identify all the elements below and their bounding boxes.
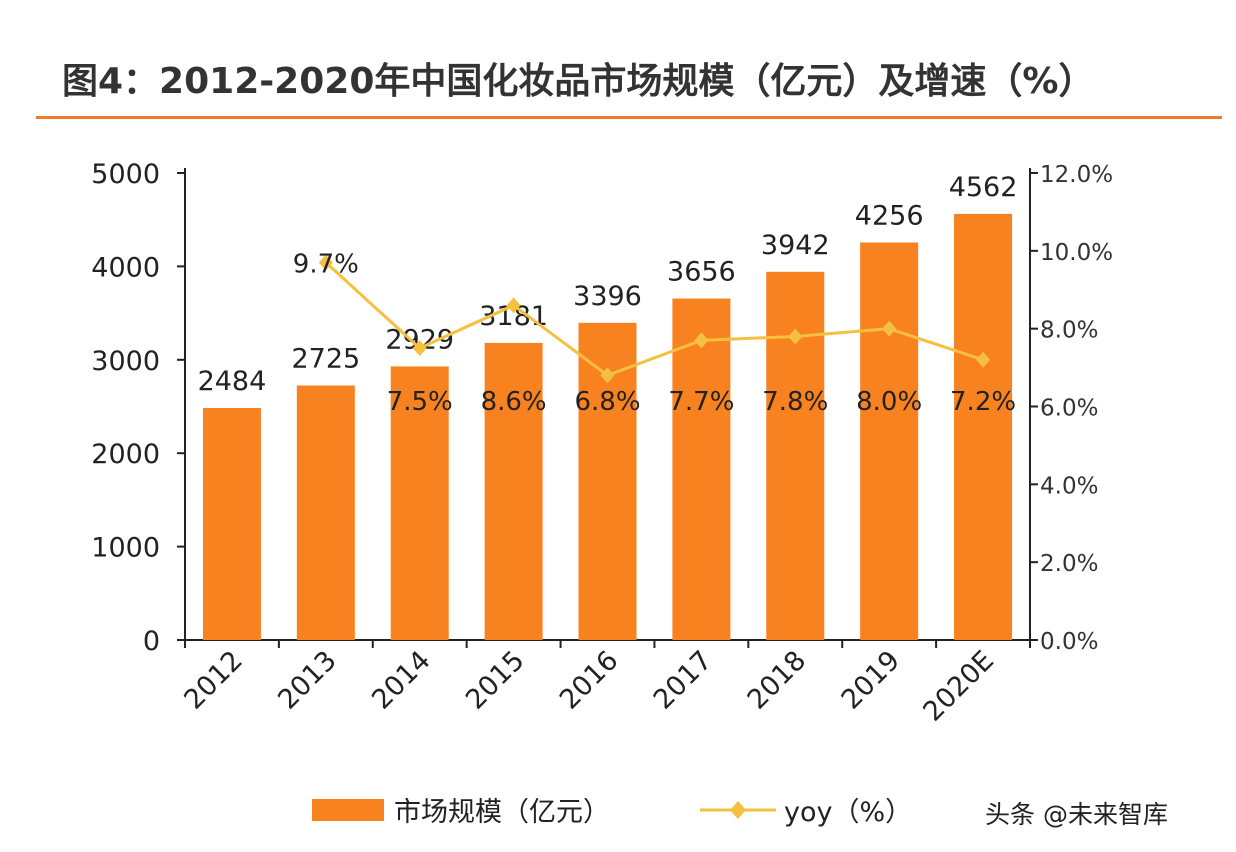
legend-item-bar: 市场规模（亿元） [312, 790, 610, 829]
legend-bar-label: 市场规模（亿元） [394, 797, 610, 828]
legend-line-label: yoy（%） [784, 797, 913, 828]
x-tick-label: 2019 [836, 645, 907, 716]
yoy-point [600, 367, 615, 384]
bar-value-label: 2484 [198, 366, 267, 397]
bar [672, 298, 731, 640]
bar [202, 407, 261, 640]
yoy-point [882, 320, 897, 337]
yoy-point [694, 332, 709, 349]
x-tick-label: 2018 [742, 645, 813, 716]
yoy-value-label: 9.7% [293, 250, 359, 280]
yoy-point [788, 328, 803, 345]
left-tick-label: 5000 [91, 159, 160, 190]
yoy-line [324, 261, 984, 378]
left-tick-label: 1000 [91, 533, 160, 564]
x-tick-label: 2020E [917, 645, 1000, 728]
chart-title: 图4：2012-2020年中国化妆品市场规模（亿元）及增速（%） [62, 61, 1095, 102]
legend-line-swatch [700, 800, 776, 819]
bar-value-label: 3396 [573, 281, 642, 312]
bar-value-label: 4562 [949, 172, 1018, 203]
right-tick-label: 2.0% [1040, 551, 1098, 577]
bar [954, 213, 1013, 641]
left-tick-label: 0 [143, 626, 160, 657]
x-tick-label: 2012 [178, 645, 249, 716]
bar [296, 385, 355, 640]
yoy-point [506, 297, 521, 314]
x-tick-label: 2017 [648, 645, 719, 716]
yoy-value-label: 6.8% [574, 387, 640, 417]
bar [766, 271, 825, 640]
left-tick-label: 3000 [91, 346, 160, 377]
x-tick-label: 2015 [460, 645, 531, 716]
yoy-value-label: 7.7% [668, 387, 734, 417]
left-tick-label: 4000 [91, 252, 160, 283]
bar [484, 342, 543, 640]
yoy-point [412, 340, 427, 357]
yoy-value-label: 8.0% [856, 387, 922, 417]
yoy-value-label: 7.5% [387, 387, 453, 417]
x-tick-label: 2016 [554, 645, 625, 716]
legend-bar-swatch [312, 798, 384, 821]
right-tick-label: 6.0% [1040, 396, 1098, 422]
right-tick-label: 4.0% [1040, 473, 1098, 499]
title-divider [36, 116, 1222, 119]
bar-value-label: 4256 [855, 200, 924, 231]
bar-value-label: 2725 [291, 343, 360, 374]
bar [860, 242, 919, 640]
watermark: 头条 @未来智库 [985, 800, 1168, 829]
legend-item-line: yoy（%） [700, 790, 912, 829]
bar [390, 366, 449, 640]
x-tick-label: 2014 [366, 645, 437, 716]
yoy-point [976, 351, 991, 368]
right-tick-label: 10.0% [1040, 240, 1113, 266]
bar-value-label: 3656 [667, 257, 736, 288]
yoy-point [318, 254, 333, 271]
bar-value-label: 3942 [761, 230, 830, 261]
yoy-value-label: 8.6% [481, 387, 547, 417]
right-tick-label: 12.0% [1040, 162, 1113, 188]
yoy-value-label: 7.8% [762, 387, 828, 417]
x-tick-label: 2013 [272, 645, 343, 716]
left-tick-label: 2000 [91, 439, 160, 470]
yoy-value-label: 7.2% [950, 387, 1016, 417]
right-tick-label: 0.0% [1040, 629, 1098, 655]
right-tick-label: 8.0% [1040, 318, 1098, 344]
